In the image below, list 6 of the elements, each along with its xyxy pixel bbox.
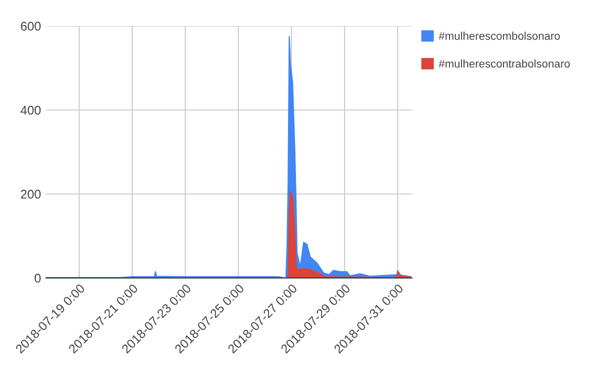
y-tick-label: 200 (20, 190, 41, 199)
y-tick-label: 400 (20, 106, 41, 115)
legend-label: #mulherescombolsonaro (438, 32, 560, 40)
y-tick-label: 600 (20, 22, 41, 31)
y-tick-label: 0 (34, 274, 41, 283)
legend-label: #mulherescontrabolsonaro (438, 59, 570, 68)
